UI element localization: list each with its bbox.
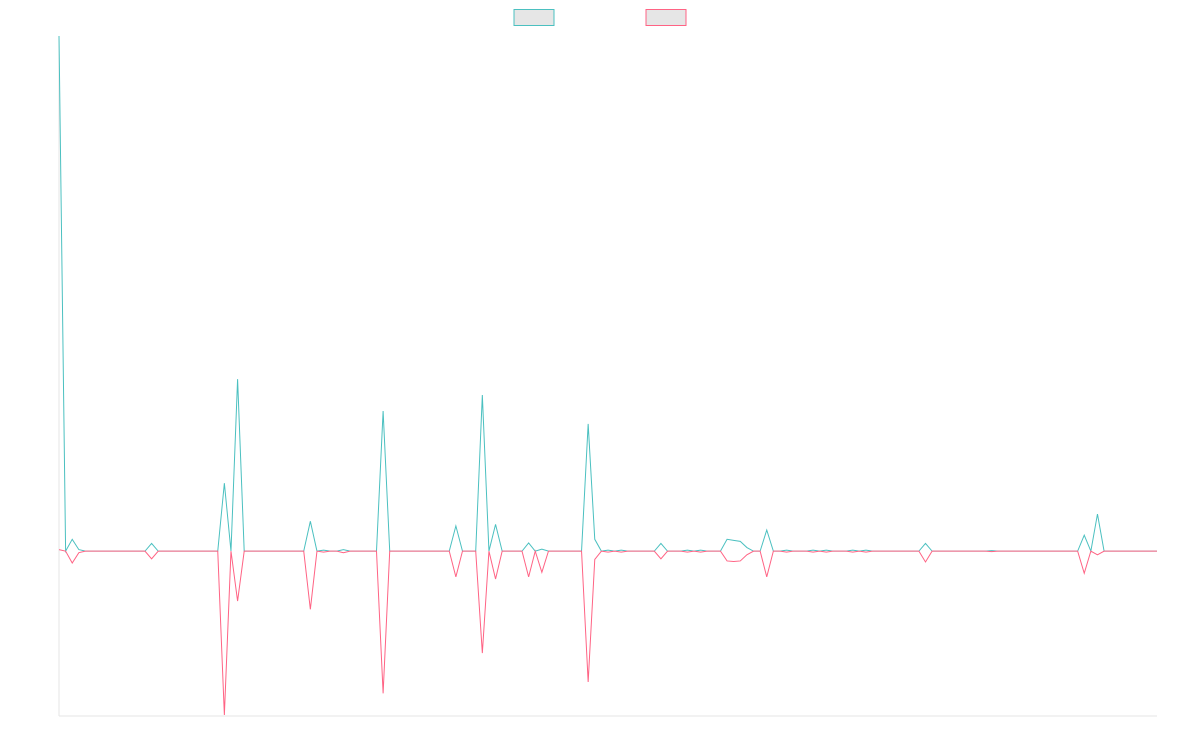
series-line xyxy=(58,549,1157,715)
legend-swatch xyxy=(645,9,687,26)
series-line xyxy=(58,35,1157,554)
legend-swatch xyxy=(513,9,555,26)
